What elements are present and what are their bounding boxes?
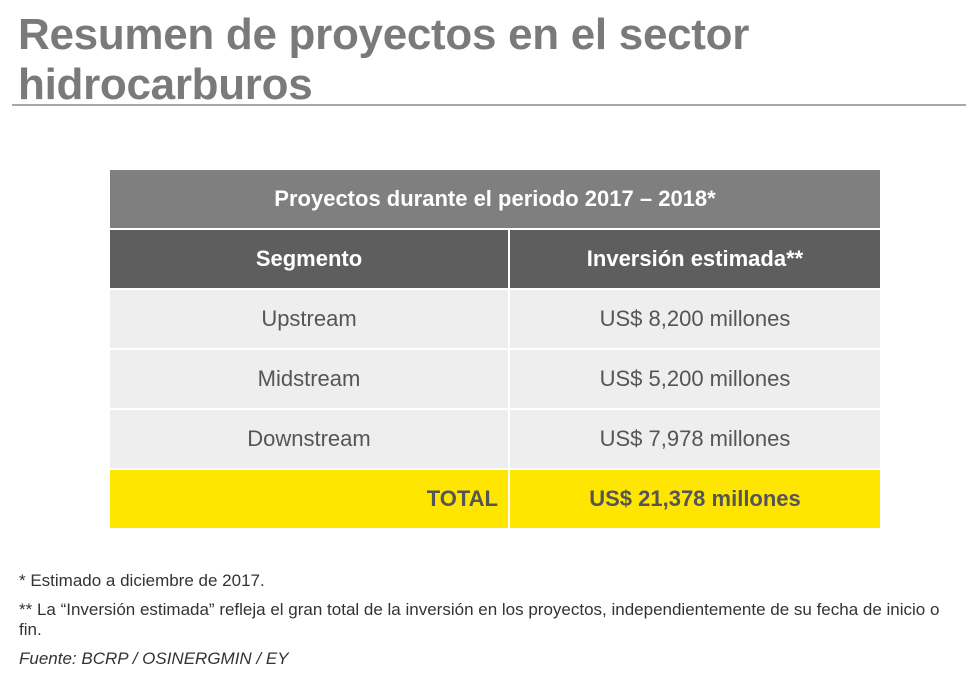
table-caption: Proyectos durante el periodo 2017 – 2018… xyxy=(107,168,883,230)
footnotes: * Estimado a diciembre de 2017. ** La “I… xyxy=(19,571,964,678)
total-investment: US$ 21,378 millones xyxy=(507,468,883,530)
title-divider xyxy=(12,104,966,106)
table-caption-row: Proyectos durante el periodo 2017 – 2018… xyxy=(107,168,883,230)
column-header-segment: Segmento xyxy=(108,228,510,290)
table-row: Downstream US$ 7,978 millones xyxy=(108,408,883,470)
page-title: Resumen de proyectos en el sector hidroc… xyxy=(18,10,750,109)
source-note: Fuente: BCRP / OSINERGMIN / EY xyxy=(19,649,289,668)
segment-cell: Upstream xyxy=(108,288,510,350)
table-header-row: Segmento Inversión estimada** xyxy=(108,228,883,290)
investment-cell: US$ 5,200 millones xyxy=(507,348,883,410)
column-header-investment: Inversión estimada** xyxy=(507,228,883,290)
segment-cell: Downstream xyxy=(108,408,510,470)
investment-table: Proyectos durante el periodo 2017 – 2018… xyxy=(107,168,883,530)
investment-cell: US$ 7,978 millones xyxy=(507,408,883,470)
table-row: Midstream US$ 5,200 millones xyxy=(108,348,883,410)
table-row: Upstream US$ 8,200 millones xyxy=(108,288,883,350)
footnote-investment: ** La “Inversión estimada” refleja el gr… xyxy=(19,600,940,639)
segment-cell: Midstream xyxy=(108,348,510,410)
total-row: TOTAL US$ 21,378 millones xyxy=(108,468,883,530)
investment-cell: US$ 8,200 millones xyxy=(507,288,883,350)
footnote-estimate: * Estimado a diciembre de 2017. xyxy=(19,571,265,590)
total-label: TOTAL xyxy=(108,468,510,530)
